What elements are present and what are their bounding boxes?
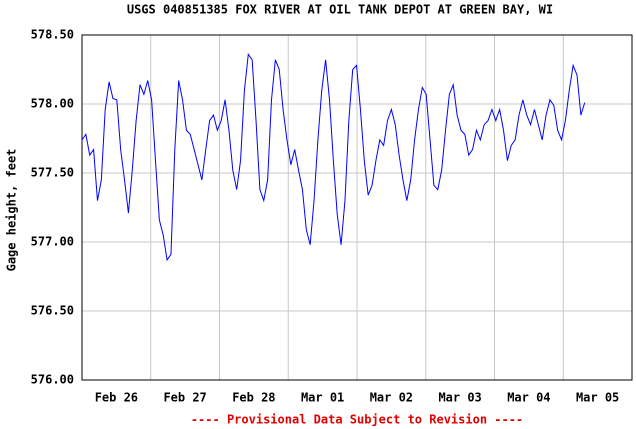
y-tick-label: 577.50: [31, 166, 74, 180]
chart-title: USGS 040851385 FOX RIVER AT OIL TANK DEP…: [127, 3, 553, 17]
y-axis-label: Gage height, feet: [5, 149, 19, 272]
x-tick-label: Feb 27: [163, 391, 206, 405]
footer-note: ---- Provisional Data Subject to Revisio…: [191, 413, 523, 427]
y-tick-label: 576.00: [31, 373, 74, 387]
x-tick-label: Mar 04: [507, 391, 550, 405]
y-tick-label: 578.00: [31, 97, 74, 111]
x-tick-label: Mar 01: [301, 391, 344, 405]
data-line: [81, 52, 586, 262]
x-tick-label: Mar 03: [438, 391, 481, 405]
x-tick-label: Mar 02: [370, 391, 413, 405]
x-tick-label: Feb 26: [95, 391, 138, 405]
x-tick-label: Mar 05: [576, 391, 619, 405]
plot-frame: [81, 34, 633, 381]
x-tick-label: Feb 28: [232, 391, 275, 405]
y-tick-label: 577.00: [31, 235, 74, 249]
y-tick-label: 578.50: [31, 28, 74, 42]
y-tick-label: 576.50: [31, 304, 74, 318]
